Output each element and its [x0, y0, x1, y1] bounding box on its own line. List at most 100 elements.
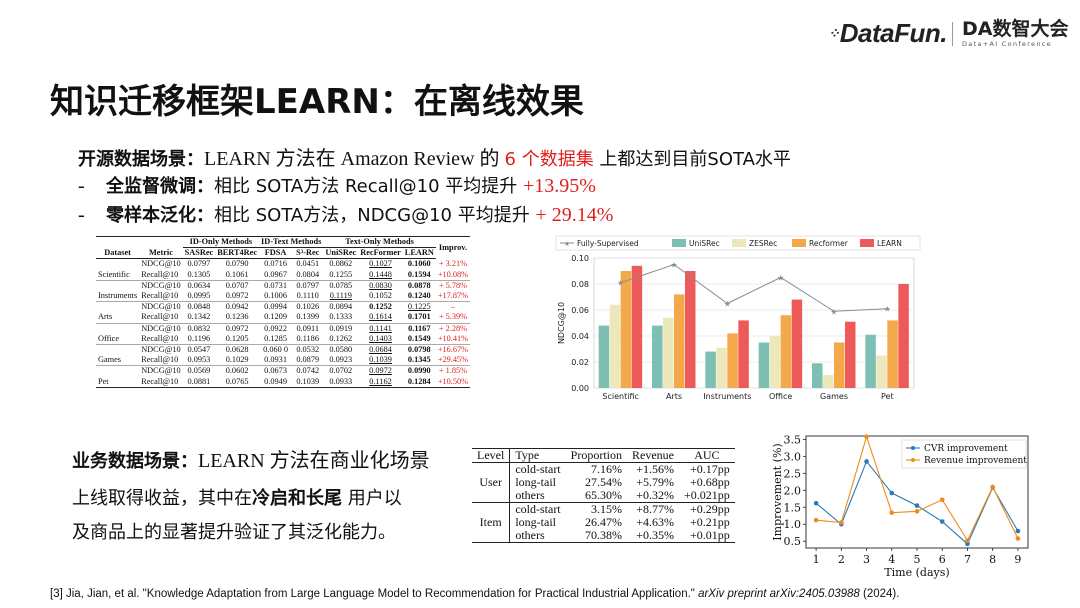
value-cell: 0.0931	[264, 355, 287, 365]
value-cell: 0.1162	[358, 376, 403, 388]
metric-cell: NDCG@10	[139, 322, 183, 334]
value-cell: 0.1701	[407, 312, 431, 322]
x-tick-label: 1	[813, 553, 820, 566]
value-cell: 0.1252	[358, 301, 403, 313]
type-cell: long-tail	[509, 476, 566, 489]
bar-recformer	[780, 315, 792, 388]
value-cell: 0.1006	[264, 291, 287, 301]
bar-zesrec	[823, 375, 834, 388]
bar-recformer	[727, 333, 738, 388]
value-cell: 0.0702	[323, 365, 359, 377]
business-text: 上线取得收益，其中在	[72, 488, 252, 509]
column-header: Revenue	[627, 448, 679, 463]
legend-marker	[911, 446, 915, 450]
column-header: FDSA	[259, 247, 293, 260]
table-row: Instruments Recall@10 0.0995 0.0972 0.1006 0.…	[96, 291, 470, 302]
value-cell: 0.0628	[215, 344, 260, 356]
value-cell: +0.68pp	[689, 475, 730, 489]
value-cell: +0.17pp	[689, 462, 730, 476]
x-tick-label: Office	[769, 392, 792, 401]
business-line-2: 上线取得收益，其中在冷启和长尾 用户以	[72, 484, 462, 510]
y-tick-label: 3.0	[784, 450, 802, 463]
value-cell: 0.0953	[187, 355, 211, 365]
y-tick-label: 2.0	[784, 484, 802, 497]
column-header: BERT4Rec	[215, 247, 260, 260]
improvement-cell: +17.87%	[437, 291, 469, 301]
bullet-value: +13.95%	[523, 175, 596, 197]
legend-label: Fully-Supervised	[577, 239, 639, 248]
y-tick-label: 0.02	[571, 358, 589, 367]
value-cell: 0.0994	[259, 301, 293, 313]
bar-unisrec	[652, 325, 663, 388]
legend-label: Revenue improvement	[924, 456, 1027, 466]
slide-title: 知识迁移框架LEARN：在离线效果	[50, 82, 584, 122]
y-tick-label: 0.5	[784, 535, 802, 548]
data-point	[914, 503, 920, 508]
value-cell: 0.0990	[402, 365, 436, 377]
table-row: Item cold-start 3.15% +8.77% +0.29pp	[472, 502, 735, 543]
value-cell: 0.1255	[329, 269, 353, 279]
business-highlight: 冷启和长尾	[252, 488, 342, 509]
value-cell: 0.1403	[369, 333, 392, 343]
bar-unisrec	[705, 351, 716, 388]
column-header: Metric	[139, 247, 183, 260]
value-cell: 0.0933	[323, 376, 359, 388]
table-row: NDCG@10 0.0832 0.0972 0.0922 0.0911 0.0919 0.1…	[96, 322, 471, 334]
dataset-cell	[96, 301, 140, 313]
value-cell: 70.38%	[565, 529, 627, 543]
bar-learn	[631, 265, 643, 388]
datafun-dots-icon: ⁘	[828, 25, 840, 41]
value-cell: 0.1141	[358, 322, 403, 334]
bullet-supervised: - 全监督微调：相比 SOTA方法 Recall@10 平均提升 +13.95%	[78, 172, 596, 198]
value-cell: 7.16%	[591, 462, 622, 476]
value-cell: 0.0879	[296, 355, 320, 365]
value-cell: 0.1052	[369, 291, 392, 301]
metric-cell: NDCG@10	[139, 365, 183, 377]
data-point	[813, 517, 819, 523]
level-cell: User	[472, 462, 510, 503]
data-point	[864, 434, 869, 439]
table-row: NDCG@10 0.0569 0.0602 0.0673 0.0742 0.0702 0.0…	[96, 365, 471, 377]
y-tick-label: 0.10	[571, 254, 589, 263]
reference-year: (2024).	[859, 588, 900, 600]
x-tick-label: 3	[863, 553, 870, 566]
improvement-cell: +10.08%	[437, 269, 469, 279]
line-point-star: ★	[777, 274, 784, 283]
data-point	[939, 497, 945, 503]
value-cell: 0.1027	[369, 259, 392, 269]
value-cell: 0.0707	[215, 279, 260, 292]
table-header	[139, 235, 183, 248]
y-tick-label: 0.08	[571, 280, 589, 289]
legend-marker	[911, 458, 915, 462]
value-cell: +0.29pp	[689, 502, 730, 516]
table-row: others 65.30% +0.32% +0.021pp	[472, 489, 735, 503]
dataset-cell: Pet	[96, 376, 140, 388]
data-point	[1015, 528, 1021, 534]
bar-zesrec	[716, 347, 727, 388]
dataset-cell	[96, 279, 140, 292]
value-cell: 0.1186	[296, 333, 319, 343]
value-cell: 0.1285	[264, 333, 287, 343]
value-cell: 0.0580	[323, 344, 359, 356]
value-cell: 0.1119	[329, 291, 352, 301]
column-header: Type	[509, 448, 566, 463]
open-source-line: 开源数据场景：LEARN 方法在 Amazon Review 的 6 个数据集 …	[78, 142, 791, 171]
table-row: long-tail 26.47% +4.63% +0.21pp	[472, 516, 735, 529]
improvement-cell: + 5.39%	[438, 312, 468, 322]
data-point	[889, 490, 895, 496]
dataset-cell: Office	[98, 333, 120, 343]
legend-label: CVR improvement	[924, 444, 1008, 454]
bar-zesrec	[609, 304, 621, 388]
improvement-cell: + 2.28%	[435, 322, 471, 334]
legend-label: LEARN	[877, 239, 902, 248]
table-row: User cold-start 7.16% +1.56% +0.17pp	[472, 462, 735, 503]
group-header-text-only: Text-Only Methods	[323, 235, 436, 249]
value-cell: 27.54%	[585, 475, 622, 489]
value-cell: 0.0830	[358, 279, 403, 292]
value-cell: 0.1549	[407, 333, 431, 343]
bullet-dash: -	[78, 204, 85, 226]
bar-learn	[845, 321, 856, 388]
metric-cell: NDCG@10	[139, 301, 183, 313]
improvement-cell: +10.50%	[435, 376, 471, 388]
value-cell: 0.1205	[225, 333, 249, 343]
